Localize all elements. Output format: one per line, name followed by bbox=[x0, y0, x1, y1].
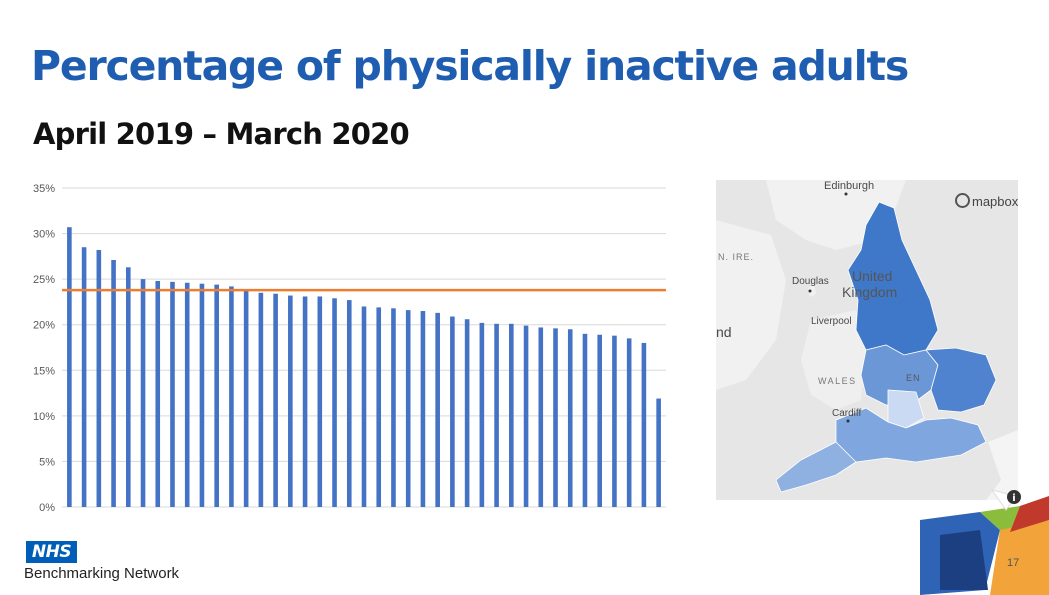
bar bbox=[243, 289, 249, 507]
england-map[interactable]: Edinburgh N. IRE. Douglas United Kingdom… bbox=[716, 180, 1018, 500]
slide-title: Percentage of physically inactive adults bbox=[31, 42, 909, 90]
england-light-region bbox=[887, 389, 925, 429]
bar bbox=[184, 282, 190, 507]
bar bbox=[435, 312, 440, 507]
isle-of-man bbox=[808, 284, 816, 297]
bar bbox=[582, 333, 588, 507]
chart-bars bbox=[67, 227, 661, 507]
y-tick-label: 20% bbox=[33, 320, 55, 332]
nhs-logo: NHS bbox=[26, 541, 77, 563]
bar bbox=[464, 319, 470, 507]
bar bbox=[155, 280, 161, 507]
slide-subtitle: April 2019 – March 2020 bbox=[33, 117, 410, 151]
map-label-en: EN bbox=[906, 373, 921, 383]
y-tick-label: 0% bbox=[39, 502, 55, 514]
bar bbox=[81, 247, 87, 507]
bar bbox=[641, 342, 647, 507]
organisation-name: Benchmarking Network bbox=[24, 565, 180, 582]
map-label-liverpool: Liverpool bbox=[811, 316, 852, 327]
bar bbox=[317, 296, 323, 507]
bar bbox=[273, 293, 278, 507]
svg-text:i: i bbox=[1012, 493, 1015, 504]
wales-land bbox=[801, 310, 866, 410]
map-label-edinburgh: Edinburgh bbox=[824, 180, 875, 192]
bar bbox=[67, 227, 72, 507]
map-label-wales: WALES bbox=[818, 376, 857, 386]
bar bbox=[612, 335, 617, 507]
cardiff-marker bbox=[846, 419, 850, 423]
bar bbox=[626, 338, 632, 507]
bar bbox=[229, 286, 234, 507]
info-icon[interactable] bbox=[1007, 490, 1021, 504]
bar bbox=[111, 260, 116, 507]
y-tick-label: 25% bbox=[33, 274, 55, 286]
bar bbox=[346, 300, 352, 507]
map-label-nd: nd bbox=[716, 324, 732, 340]
bar bbox=[199, 283, 205, 507]
bar bbox=[597, 334, 603, 507]
y-axis-tick-labels: 0% 5% 10% 15% 20% 25% 30% 35% bbox=[33, 183, 55, 514]
england-east-region bbox=[925, 347, 997, 413]
bar bbox=[494, 323, 499, 507]
england-southwest-region bbox=[775, 441, 857, 493]
map-label-cardiff: Cardiff bbox=[832, 408, 862, 419]
bar bbox=[361, 306, 367, 507]
map-graphic bbox=[716, 180, 1018, 500]
y-tick-label: 10% bbox=[33, 411, 55, 423]
bar bbox=[405, 310, 411, 507]
bar bbox=[302, 296, 308, 507]
edinburgh-marker bbox=[844, 192, 848, 196]
bar bbox=[140, 279, 146, 507]
bar bbox=[376, 307, 382, 507]
bar bbox=[96, 249, 102, 507]
bar bbox=[567, 329, 573, 507]
bar bbox=[420, 311, 426, 507]
bar bbox=[125, 267, 131, 507]
map-label-n-ire: N. IRE. bbox=[718, 252, 755, 262]
bar bbox=[509, 323, 514, 507]
bar bbox=[214, 284, 219, 507]
mapbox-attribution[interactable]: mapbox bbox=[955, 193, 1018, 209]
england-south-region bbox=[835, 407, 987, 463]
bar bbox=[450, 316, 455, 507]
bar-chart: 0% 5% 10% 15% 20% 25% 30% 35% bbox=[33, 183, 666, 514]
bar bbox=[523, 325, 529, 507]
bar bbox=[170, 281, 175, 507]
bar bbox=[656, 398, 661, 507]
france-land bbox=[986, 430, 1018, 500]
bar bbox=[553, 328, 558, 507]
y-tick-label: 35% bbox=[33, 183, 55, 195]
bar bbox=[332, 298, 337, 507]
y-tick-label: 30% bbox=[33, 229, 55, 241]
bar bbox=[391, 308, 396, 507]
bar bbox=[288, 295, 293, 507]
ireland-land bbox=[716, 220, 786, 390]
douglas-marker bbox=[808, 289, 812, 293]
bar bbox=[538, 327, 544, 507]
map-label-united: United bbox=[852, 268, 893, 284]
y-tick-label: 5% bbox=[39, 456, 55, 468]
page-number: 17 bbox=[1007, 557, 1020, 569]
y-tick-label: 15% bbox=[33, 365, 55, 377]
mapbox-logo-icon bbox=[955, 193, 970, 208]
mapbox-attribution-text: mapbox bbox=[972, 194, 1019, 209]
map-label-kingdom: Kingdom bbox=[842, 284, 898, 300]
bar bbox=[258, 292, 264, 507]
map-label-douglas: Douglas bbox=[792, 276, 829, 287]
decorative-rings-graphic: i bbox=[920, 489, 1049, 595]
bar bbox=[479, 322, 485, 507]
